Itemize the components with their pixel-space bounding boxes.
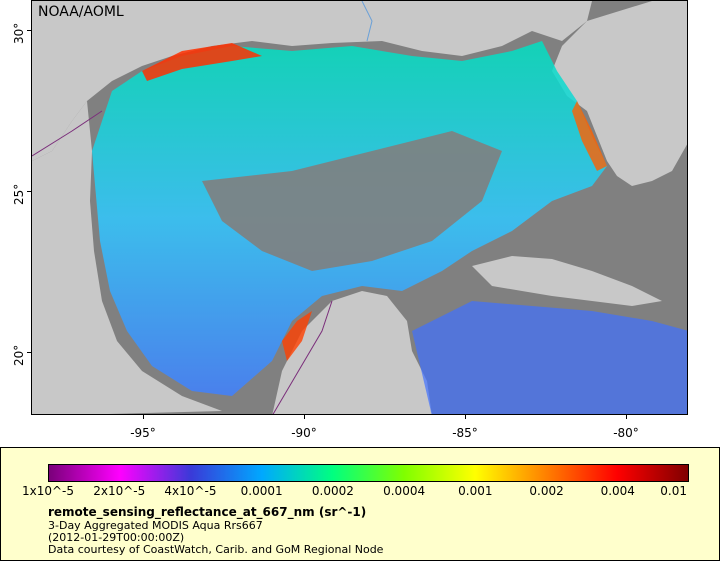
x-tickmark — [465, 415, 466, 419]
yucatan-land — [272, 291, 432, 414]
x-tick-label: -85° — [452, 426, 478, 440]
y-tick-label: 25° — [12, 183, 26, 205]
cloud-gap — [202, 131, 502, 271]
colorbar-tick-label: 0.0002 — [311, 484, 354, 498]
x-tickmark — [143, 415, 144, 419]
y-tickmark — [27, 191, 31, 192]
river — [361, 1, 373, 42]
map-panel[interactable]: NOAA/AOML — [31, 0, 688, 415]
colorbar-tick-label: 4x10^-5 — [164, 484, 217, 498]
colorbar — [48, 464, 689, 482]
mexico-border — [272, 300, 333, 414]
colorbar-tick-label: 0.0004 — [383, 484, 426, 498]
colorbar-tick-label: 0.01 — [660, 484, 687, 498]
x-tickmark — [626, 415, 627, 419]
y-tick-label: 30° — [12, 22, 26, 44]
y-tickmark — [27, 30, 31, 31]
gulf-map — [32, 1, 687, 414]
product-label: 3-Day Aggregated MODIS Aqua Rrs667 — [48, 519, 263, 532]
y-tickmark — [27, 352, 31, 353]
coastal-high-reflectance — [142, 43, 262, 81]
cuba-land — [472, 256, 662, 306]
coastal-high-reflectance-east — [572, 101, 607, 171]
x-tick-label: -90° — [291, 426, 317, 440]
colorbar-tick-label: 1x10^-5 — [21, 484, 75, 498]
state-border — [32, 110, 103, 157]
colorbar-tick-label: 0.004 — [600, 484, 635, 498]
coastal-high-reflectance-yucatan — [282, 311, 312, 361]
colorbar-tick-label: 0.001 — [458, 484, 493, 498]
colorbar-tick-label: 2x10^-5 — [93, 484, 146, 498]
y-tick-label: 20° — [12, 344, 26, 366]
source-label: Data courtesy of CoastWatch, Carib. and … — [48, 543, 384, 556]
legend-panel: 1x10^-5 2x10^-5 4x10^-5 0.0001 0.0002 0.… — [0, 447, 720, 561]
date-label: (2012-01-29T00:00:00Z) — [48, 531, 185, 544]
us-land — [32, 1, 592, 161]
variable-label: remote_sensing_reflectance_at_667_nm (sr… — [48, 505, 367, 519]
florida-land — [552, 1, 687, 186]
caribbean-data — [412, 301, 687, 414]
colorbar-tick-label: 0.002 — [529, 484, 564, 498]
colorbar-tick-label: 0.0001 — [240, 484, 283, 498]
x-tick-label: -80° — [613, 426, 639, 440]
x-tickmark — [304, 415, 305, 419]
credit-label: NOAA/AOML — [38, 4, 124, 20]
x-tick-label: -95° — [130, 426, 156, 440]
mexico-land — [32, 101, 222, 414]
